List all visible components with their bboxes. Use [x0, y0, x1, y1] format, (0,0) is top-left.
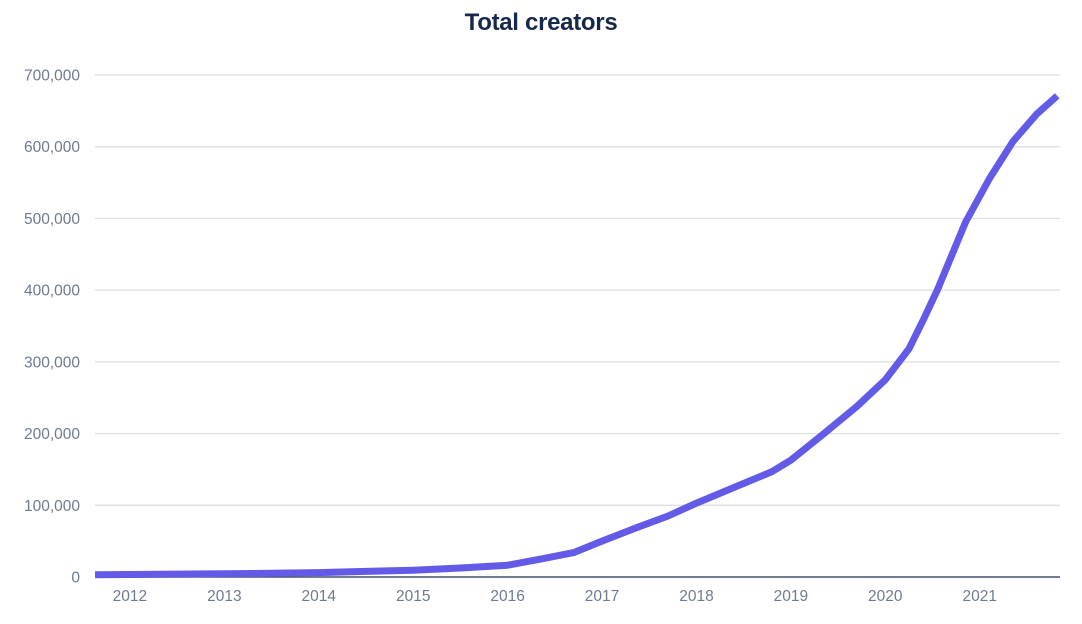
x-axis-tick-label: 2017: [585, 588, 619, 605]
y-axis-tick-label: 600,000: [24, 139, 80, 156]
x-axis-tick-label: 2016: [490, 588, 524, 605]
x-axis-tick-label: 2013: [207, 588, 241, 605]
y-axis-tick-label: 200,000: [24, 426, 80, 443]
total-creators-line: [94, 93, 1060, 579]
y-axis-tick-label: 300,000: [24, 354, 80, 371]
x-axis-tick-label: 2015: [396, 588, 430, 605]
x-axis-tick-label: 2021: [962, 588, 996, 605]
x-axis-tick-label: 2020: [868, 588, 903, 605]
y-axis-tick-label: 400,000: [24, 283, 80, 300]
x-axis-tick-label: 2014: [302, 588, 337, 605]
x-axis-tick-label: 2018: [679, 588, 713, 605]
y-axis-tick-label: 700,000: [24, 68, 80, 85]
y-axis-tick-label: 500,000: [24, 211, 80, 228]
y-axis-tick-label: 0: [71, 570, 80, 587]
chart-title: Total creators: [464, 9, 618, 36]
x-axis-tick-label: 2019: [774, 588, 808, 605]
y-axis-tick-label: 100,000: [24, 498, 80, 515]
x-axis-tick-label: 2012: [113, 588, 147, 605]
